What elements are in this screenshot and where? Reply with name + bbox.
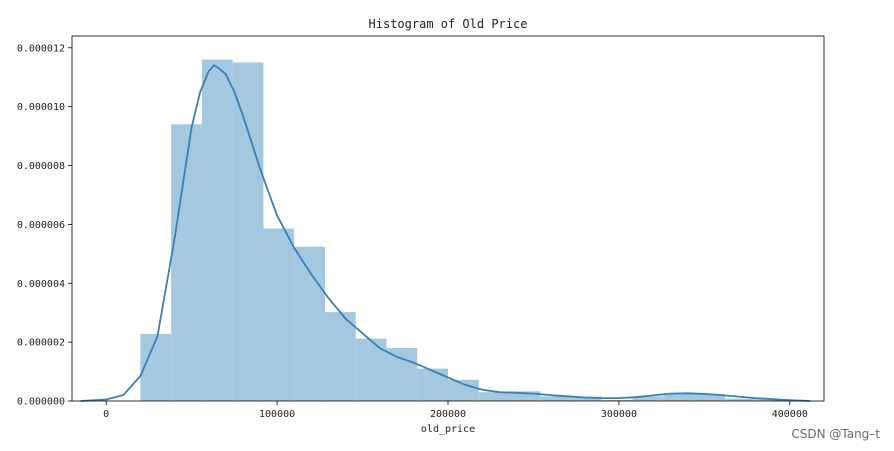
- histogram-bar: [755, 399, 787, 401]
- histogram-bar: [140, 333, 172, 401]
- histogram-bar: [509, 391, 541, 401]
- histogram-bar: [355, 338, 387, 401]
- histogram-bar: [232, 62, 264, 401]
- chart-title: Histogram of Old Price: [369, 17, 528, 31]
- x-tick-label: 200000: [430, 409, 466, 420]
- y-tick-label: 0.000004: [17, 279, 65, 290]
- histogram-bar: [663, 393, 695, 401]
- histogram-bar: [263, 228, 295, 401]
- histogram-bar: [324, 312, 356, 401]
- x-tick-label: 100000: [259, 409, 295, 420]
- histogram-bar: [724, 398, 756, 401]
- y-tick-label: 0.000008: [17, 161, 65, 172]
- histogram-bar: [694, 394, 725, 401]
- histogram-bar: [571, 396, 602, 401]
- y-tick-label: 0.000006: [17, 220, 65, 231]
- histogram-bar: [601, 399, 633, 401]
- x-axis-ticks: 0 100000 200000 300000 400000: [103, 401, 808, 420]
- y-tick-label: 0.000002: [17, 338, 65, 349]
- kde-curve: [80, 64, 811, 402]
- y-tick-label: 0.000000: [17, 397, 65, 408]
- histogram-bars: [140, 59, 787, 401]
- x-axis-title: old_price: [421, 424, 475, 435]
- y-tick-label: 0.000010: [17, 102, 65, 113]
- x-tick-label: 0: [103, 409, 109, 420]
- histogram-bar: [540, 396, 572, 401]
- x-tick-label: 300000: [601, 409, 637, 420]
- watermark: CSDN @Tang–t: [791, 427, 880, 441]
- histogram-bar: [171, 124, 202, 401]
- x-tick-label: 400000: [772, 409, 808, 420]
- histogram-bar: [632, 396, 664, 401]
- histogram-bar: [448, 379, 479, 401]
- y-tick-label: 0.000012: [17, 43, 65, 54]
- y-axis-ticks: 0.000000 0.000002 0.000004 0.000006 0.000008…: [17, 43, 72, 408]
- histogram-bar: [478, 392, 510, 401]
- histogram-bar: [386, 348, 418, 401]
- histogram-bar: [417, 368, 448, 401]
- histogram-bar: [201, 59, 233, 401]
- histogram-bar: [294, 246, 325, 401]
